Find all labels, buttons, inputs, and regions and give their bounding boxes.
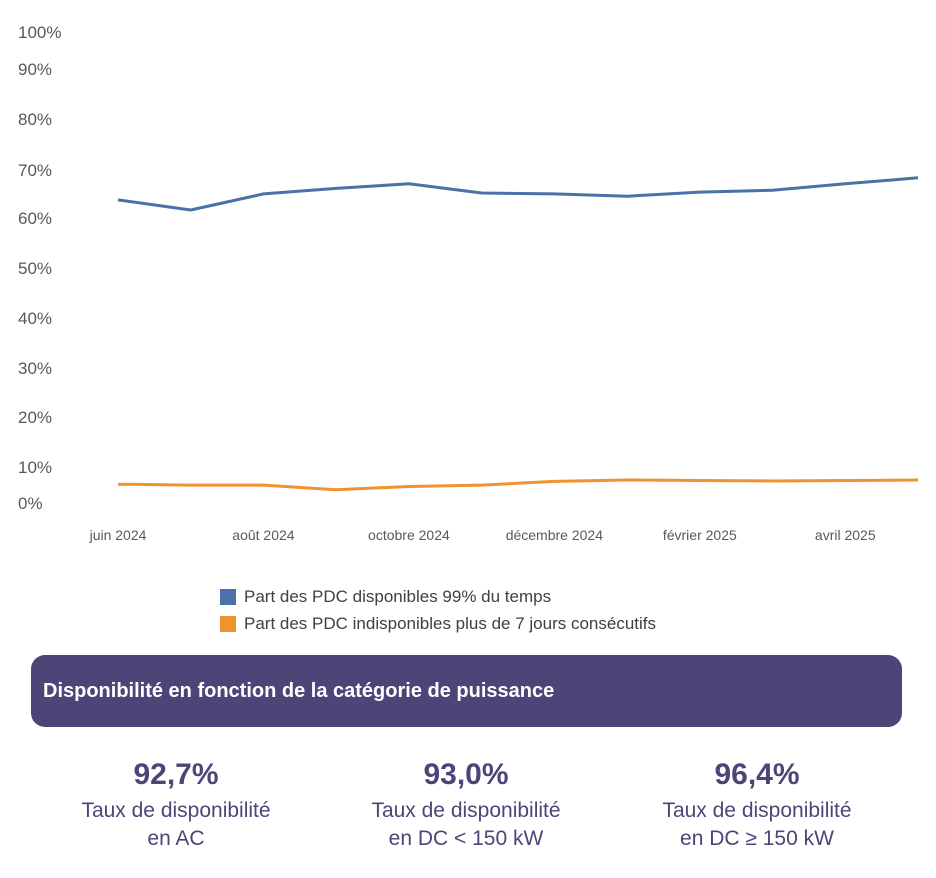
y-tick-label: 10% [18,458,52,477]
x-tick-label: août 2024 [232,527,294,543]
stat-dc-low: 93,0% Taux de disponibilité en DC < 150 … [321,757,611,853]
stat-label-dc-low-line2: en DC < 150 kW [388,827,544,850]
series-line-available [117,176,919,212]
x-tick-label: février 2025 [663,527,737,543]
stat-value-dc-low: 93,0% [423,758,509,791]
legend-swatch-available [220,588,236,605]
legend-label-unavailable: Part des PDC indisponibles plus de 7 jou… [244,613,656,633]
stat-ac: 92,7% Taux de disponibilité en AC [31,757,321,853]
banner-title: Disponibilité en fonction de la catégori… [43,679,555,702]
y-tick-label: 50% [18,259,52,278]
x-tick-label: octobre 2024 [368,527,450,543]
stat-value-dc-high: 96,4% [714,758,800,791]
stat-label-dc-high-line1: Taux de disponibilité [662,799,852,822]
y-tick-label: 0% [18,494,43,513]
stat-label-dc-low-line1: Taux de disponibilité [371,799,561,822]
stat-label-ac-line1: Taux de disponibilité [81,799,271,822]
y-tick-label: 30% [18,359,52,378]
stat-dc-high: 96,4% Taux de disponibilité en DC ≥ 150 … [612,757,902,853]
y-tick-label: 80% [18,110,52,129]
series-line-unavailable [117,478,919,492]
chart-legend: Part des PDC disponibles 99% du temps Pa… [220,583,656,637]
y-tick-label: 90% [18,60,52,79]
y-tick-label: 40% [18,309,52,328]
legend-label-available: Part des PDC disponibles 99% du temps [244,586,552,606]
legend-item-unavailable: Part des PDC indisponibles plus de 7 jou… [220,610,656,637]
section-banner: Disponibilité en fonction de la catégori… [31,655,902,727]
legend-item-available: Part des PDC disponibles 99% du temps [220,583,656,610]
y-tick-label: 70% [18,161,52,180]
x-tick-label: avril 2025 [815,527,876,543]
y-tick-label: 100% [18,23,61,42]
x-tick-label: juin 2024 [89,527,147,543]
stat-value-ac: 92,7% [133,758,219,791]
stat-label-dc-high-line2: en DC ≥ 150 kW [680,827,834,850]
legend-swatch-unavailable [220,615,236,632]
y-tick-label: 60% [18,209,52,228]
x-tick-label: décembre 2024 [506,527,604,543]
stat-label-ac-line2: en AC [147,827,205,850]
line-chart: 100% 90% 80% 70% 60% 50% 40% 30% 20% 10% 0% juin 2… [18,23,919,543]
y-tick-label: 20% [18,408,52,427]
